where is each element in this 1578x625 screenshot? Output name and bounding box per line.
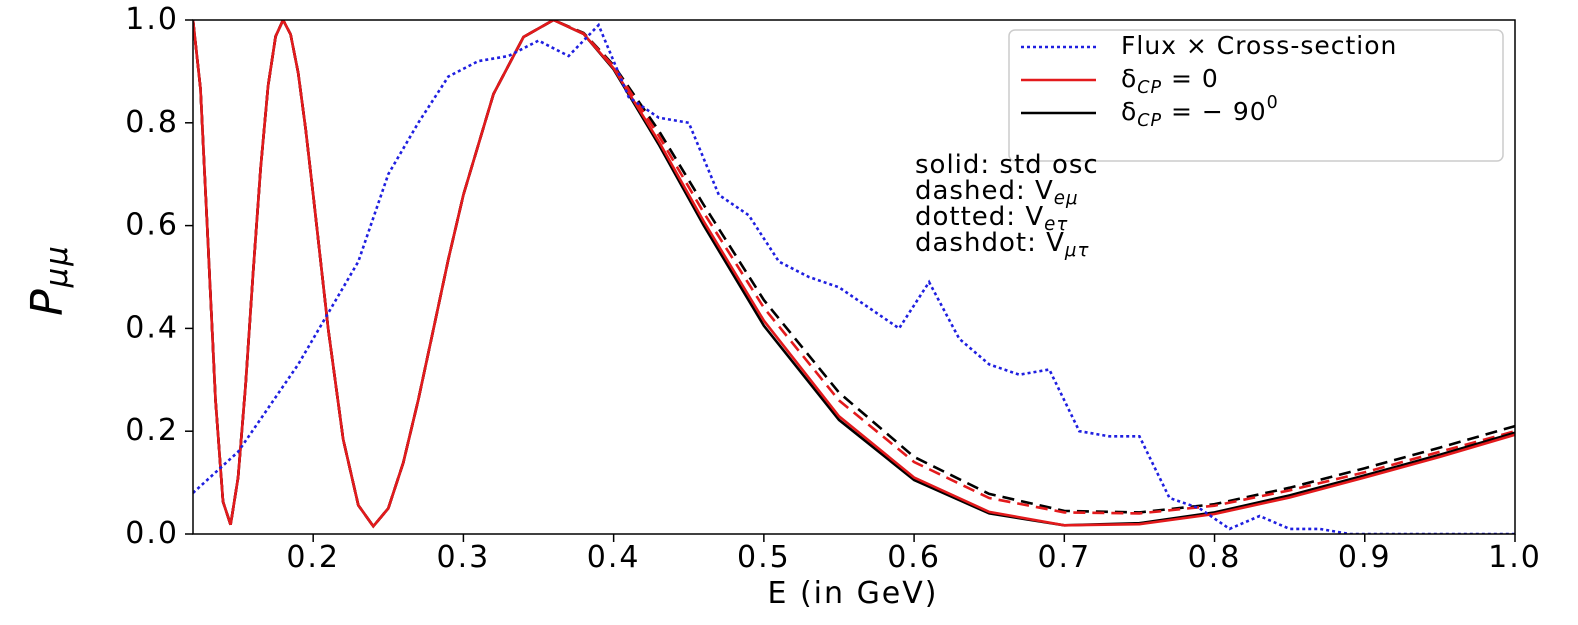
x-tick-label: 0.8 — [1188, 540, 1242, 575]
x-tick-label: 0.3 — [437, 540, 491, 575]
annotation: dashdot: Vμτ​ — [915, 228, 1089, 262]
y-tick-label: 0.4 — [125, 310, 179, 345]
annotation: solid: std osc — [915, 150, 1099, 180]
y-tick-label: 0.6 — [125, 207, 179, 242]
annotation: dotted: Veτ​ — [915, 202, 1068, 236]
series-line — [193, 20, 1515, 529]
legend-label: δCP​ = 0 — [1121, 64, 1219, 98]
legend-label: δCP​ = − 900​ — [1121, 93, 1279, 131]
x-tick-label: 0.5 — [737, 540, 791, 575]
x-tick-label: 0.9 — [1338, 540, 1392, 575]
x-tick-label: 0.6 — [887, 540, 941, 575]
y-axis-label: Pμμ​ — [22, 244, 75, 316]
y-tick-label: 1.0 — [125, 2, 179, 37]
legend-box — [1008, 29, 1504, 162]
x-axis-label: E (in GeV) — [767, 576, 938, 611]
y-tick-label: 0.8 — [125, 104, 179, 139]
x-tick-label: 0.4 — [587, 540, 641, 575]
plot-frame — [192, 19, 1516, 535]
x-tick-label: 0.2 — [286, 540, 340, 575]
x-tick-label: 1.0 — [1488, 540, 1542, 575]
series-line — [193, 22, 1515, 534]
y-tick-label: 0.0 — [125, 516, 179, 551]
x-tick-label: 0.7 — [1037, 540, 1091, 575]
annotation: dashed: Veμ​ — [915, 176, 1079, 210]
legend-label: Flux × Cross-section — [1121, 31, 1397, 60]
y-tick-label: 0.2 — [125, 413, 179, 448]
